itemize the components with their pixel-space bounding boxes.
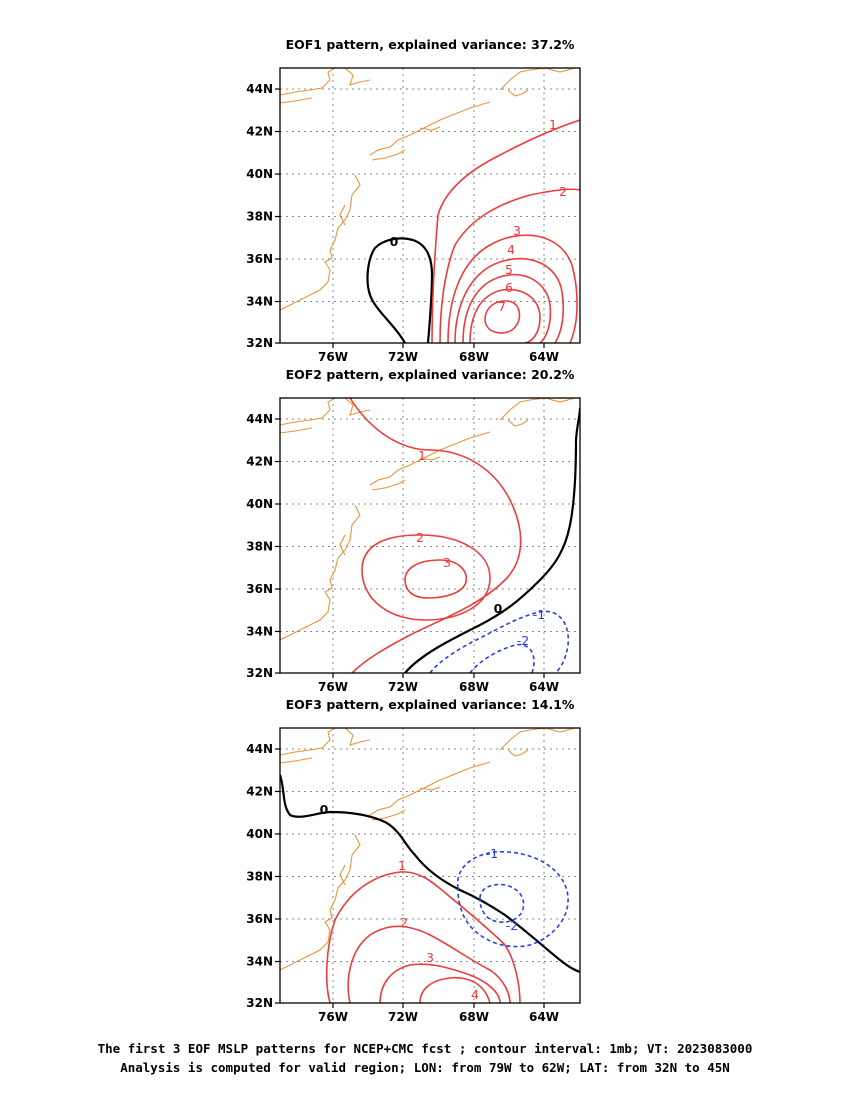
- eof1-ticks-lat-label-1: 42N: [246, 125, 273, 139]
- eof3-ticks-lat-label-2: 40N: [246, 827, 273, 841]
- eof2-ticks-lat-label-5: 34N: [246, 625, 273, 639]
- eof3-ticks-lat-label-4: 36N: [246, 912, 273, 926]
- eof3-ticks-lat-label-1: 42N: [246, 785, 273, 799]
- caption-line-2: Analysis is computed for valid region; L…: [120, 1060, 730, 1075]
- eof2-ticks-lon-label-1: 72W: [388, 680, 418, 694]
- eof1-contour-4: [454, 257, 565, 343]
- eof1-ticks-lat-label-5: 34N: [246, 295, 273, 309]
- eof2-contour-1: [349, 398, 522, 673]
- eof3-frame: [279, 727, 581, 1004]
- eof3-label-4: 4: [471, 987, 479, 1002]
- eof1-ticks-lon-label-2: 68W: [459, 350, 489, 364]
- eof3-label-2: 2: [400, 915, 408, 930]
- eof3-label-neg2: -2: [506, 918, 518, 933]
- eof2-contour-zero: [404, 407, 580, 673]
- eof1-label-3: 3: [513, 223, 521, 238]
- caption-line-1: The first 3 EOF MSLP patterns for NCEP+C…: [97, 1041, 753, 1056]
- eof2-contour-neg1: [429, 610, 569, 673]
- eof3-grid: [280, 728, 580, 1003]
- eof1-ticks: 44N 42N 40N 38N 36N 34N 32N 76W 72W 68W 64W: [246, 82, 559, 364]
- eof3-contour-labels: 0 1 2 3 4 -1 -2: [320, 802, 519, 1002]
- eof3-panel: EOF3 pattern, explained variance: 14.1%: [246, 697, 581, 1024]
- eof2-coastline: [280, 398, 576, 641]
- eof3-contour-4: [419, 976, 491, 1003]
- eof1-title: EOF1 pattern, explained variance: 37.2%: [286, 37, 575, 52]
- eof1-label-7: 7: [498, 299, 506, 314]
- eof1-label-4: 4: [507, 242, 515, 257]
- eof3-ticks-lon-label-1: 72W: [388, 1010, 418, 1024]
- eof2-contour-neg2: [469, 643, 535, 673]
- eof1-label-2: 2: [559, 184, 567, 199]
- eof2-label-0: 0: [494, 601, 503, 616]
- eof1-label-6: 6: [505, 280, 513, 295]
- eof3-title: EOF3 pattern, explained variance: 14.1%: [286, 697, 575, 712]
- eof1-label-1: 1: [549, 117, 557, 132]
- eof2-ticks-lat-label-4: 36N: [246, 582, 273, 596]
- eof1-label-5: 5: [505, 262, 513, 277]
- eof1-ticks-lon-label-3: 64W: [529, 350, 559, 364]
- eof2-ticks: 44N 42N 40N 38N 36N 34N 32N 76W 72W 68W 64W: [246, 412, 559, 694]
- eof1-ticks-lon-label-1: 72W: [388, 350, 418, 364]
- eof3-contour-neg2: [479, 883, 525, 923]
- eof2-contour-labels: 1 2 3 0 -1 -2: [416, 448, 545, 648]
- eof3-ticks-lon-label-3: 64W: [529, 1010, 559, 1024]
- eof3-ticks-lat-label-6: 32N: [246, 996, 273, 1010]
- eof2-ticks-lat-label-6: 32N: [246, 666, 273, 680]
- eof3-ticks-lon-label-0: 76W: [318, 1010, 348, 1024]
- eof1-panel: EOF1 pattern, explained variance: 37.2%: [246, 37, 581, 364]
- eof2-ticks-lon-label-2: 68W: [459, 680, 489, 694]
- eof2-ticks-lat-label-3: 38N: [246, 540, 273, 554]
- eof1-contour-1: [431, 119, 580, 343]
- eof1-ticks-lat-label-0: 44N: [246, 82, 273, 96]
- eof2-frame: [279, 397, 581, 674]
- eof2-ticks-lat-label-2: 40N: [246, 497, 273, 511]
- eof2-ticks-lat-label-0: 44N: [246, 412, 273, 426]
- eof2-contours: [349, 398, 580, 673]
- eof2-ticks-lon-label-3: 64W: [529, 680, 559, 694]
- eof1-label-0: 0: [390, 234, 399, 249]
- eof3-ticks-lon-label-2: 68W: [459, 1010, 489, 1024]
- eof2-panel: EOF2 pattern, explained variance: 20.2%: [246, 367, 581, 694]
- eof3-coastline: [280, 728, 576, 971]
- eof2-label-3: 3: [443, 555, 451, 570]
- eof3-ticks: 44N 42N 40N 38N 36N 34N 32N 76W 72W 68W 64W: [246, 742, 559, 1024]
- eof1-contour-6: [469, 288, 541, 343]
- eof2-ticks-lon-label-0: 76W: [318, 680, 348, 694]
- eof1-contour-zero: [366, 237, 434, 343]
- eof3-label-neg1: -1: [486, 846, 498, 861]
- eof1-ticks-lat-label-3: 38N: [246, 210, 273, 224]
- eof3-contour-2: [347, 925, 511, 1003]
- eof1-ticks-lon-label-0: 76W: [318, 350, 348, 364]
- eof2-contour-2: [361, 534, 491, 621]
- eof1-ticks-lat-label-6: 32N: [246, 336, 273, 350]
- eof1-ticks-lat-label-4: 36N: [246, 252, 273, 266]
- eof3-contour-1: [325, 871, 521, 1003]
- eof2-label-2: 2: [416, 530, 424, 545]
- eof1-contour-7: [484, 300, 521, 334]
- eof3-contour-3: [379, 963, 501, 1003]
- eof1-coastline: [280, 68, 576, 311]
- eof2-ticks-lat-label-1: 42N: [246, 455, 273, 469]
- eof3-contours: [280, 774, 580, 1003]
- eof3-label-0: 0: [320, 802, 329, 817]
- eof1-contour-3: [447, 234, 578, 343]
- eof1-contour-labels: 0 1 2 3 4 5 6 7: [390, 117, 567, 314]
- eof3-contour-zero: [280, 774, 580, 974]
- eof1-frame: [279, 67, 581, 344]
- eof3-ticks-lat-label-3: 38N: [246, 870, 273, 884]
- eof1-contour-2: [439, 188, 580, 343]
- eof2-label-1: 1: [418, 448, 426, 463]
- eof2-label-neg2: -2: [517, 633, 529, 648]
- eof1-contour-5: [462, 273, 552, 343]
- eof3-label-1: 1: [398, 858, 406, 873]
- eof3-label-3: 3: [426, 950, 434, 965]
- eof2-contour-3: [404, 559, 468, 599]
- eof3-ticks-lat-label-5: 34N: [246, 955, 273, 969]
- eof3-ticks-lat-label-0: 44N: [246, 742, 273, 756]
- eof2-title: EOF2 pattern, explained variance: 20.2%: [286, 367, 575, 382]
- eof1-ticks-lat-label-2: 40N: [246, 167, 273, 181]
- eof2-label-neg1: -1: [533, 607, 545, 622]
- eof1-contours: [366, 119, 580, 343]
